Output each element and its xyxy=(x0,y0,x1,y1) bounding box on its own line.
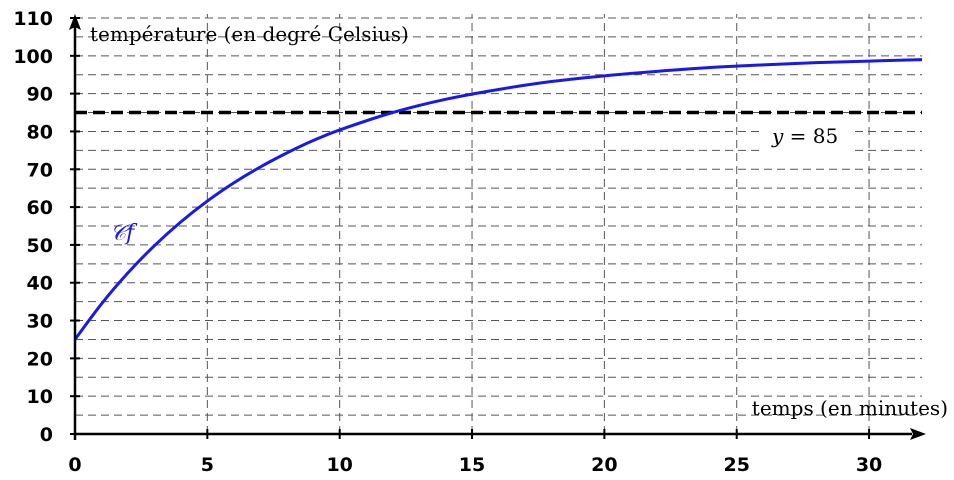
x-axis-arrow xyxy=(910,428,926,440)
x-tick-label: 5 xyxy=(201,454,214,476)
x-tick-label: 10 xyxy=(326,454,352,476)
y-tick-label: 110 xyxy=(13,8,53,30)
y-tick-label: 70 xyxy=(27,159,53,181)
axes xyxy=(69,14,926,440)
curve-group xyxy=(73,58,923,341)
x-axis-title: temps (en minutes) xyxy=(752,396,948,420)
x-tick-label: 30 xyxy=(856,454,882,476)
x-tick-label: 15 xyxy=(459,454,485,476)
y-tick-label: 10 xyxy=(27,386,53,408)
y-tick-label: 90 xyxy=(27,84,53,106)
reference-line-label-var: y xyxy=(771,124,784,148)
y-tick-label: 0 xyxy=(40,424,53,446)
x-tick-label: 25 xyxy=(723,454,749,476)
reference-line-label: y = 85 xyxy=(764,118,850,152)
x-tick-label: 20 xyxy=(591,454,617,476)
svg-text:y = 85: y = 85 xyxy=(771,124,838,148)
y-axis-arrow xyxy=(69,14,81,30)
grid xyxy=(75,14,922,434)
y-tick-label: 50 xyxy=(27,235,53,257)
y-axis-title: température (en degré Celsius) xyxy=(90,22,409,46)
y-tick-label: 40 xyxy=(27,273,53,295)
y-tick-label: 20 xyxy=(27,348,53,370)
x-tick-label: 0 xyxy=(68,454,81,476)
series-line-0 xyxy=(73,58,923,341)
curve-label: 𝒞f xyxy=(110,221,138,246)
y-tick-label: 60 xyxy=(27,197,53,219)
x-tick-labels: 0 5 10 15 20 25 30 xyxy=(68,429,882,476)
y-tick-label: 30 xyxy=(27,311,53,333)
reference-line-label-value: = 85 xyxy=(783,124,838,148)
y-tick-labels: 0 10 20 30 40 50 60 70 80 90 100 110 xyxy=(13,8,80,446)
y-tick-label: 80 xyxy=(27,121,53,143)
y-tick-label: 100 xyxy=(13,46,53,68)
